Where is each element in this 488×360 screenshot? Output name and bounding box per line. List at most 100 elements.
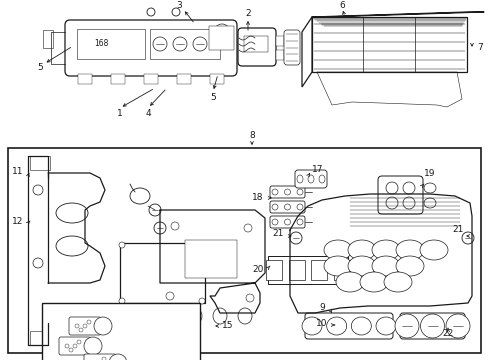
Ellipse shape [271, 189, 278, 195]
FancyBboxPatch shape [238, 28, 275, 66]
Ellipse shape [318, 175, 325, 183]
Ellipse shape [296, 189, 303, 195]
Text: 7: 7 [476, 42, 482, 51]
Text: 6: 6 [339, 0, 344, 9]
Ellipse shape [335, 272, 363, 292]
Ellipse shape [147, 8, 155, 16]
Text: 21: 21 [272, 229, 283, 238]
FancyBboxPatch shape [377, 176, 422, 214]
Ellipse shape [214, 24, 229, 40]
Text: 18: 18 [252, 194, 263, 202]
Ellipse shape [245, 294, 253, 302]
Ellipse shape [33, 185, 43, 195]
Ellipse shape [383, 272, 411, 292]
Ellipse shape [154, 222, 165, 234]
Ellipse shape [347, 240, 375, 260]
Ellipse shape [423, 198, 435, 208]
Bar [267, 256, 347, 284]
Text: 1: 1 [117, 108, 122, 117]
Text: 19: 19 [424, 170, 435, 179]
Ellipse shape [284, 189, 290, 195]
Ellipse shape [109, 354, 127, 360]
Ellipse shape [213, 308, 226, 324]
Text: 11: 11 [12, 167, 24, 176]
Ellipse shape [102, 357, 106, 360]
Ellipse shape [153, 37, 167, 51]
Ellipse shape [395, 256, 423, 276]
Bar [177, 74, 191, 84]
Text: 20: 20 [252, 266, 263, 274]
Bar [288, 260, 304, 280]
Bar [8, 148, 480, 353]
Ellipse shape [445, 314, 469, 338]
Ellipse shape [244, 224, 251, 232]
FancyBboxPatch shape [269, 186, 305, 198]
FancyBboxPatch shape [59, 337, 91, 355]
Ellipse shape [359, 272, 387, 292]
Ellipse shape [423, 183, 435, 193]
Bar [120, 243, 204, 303]
Text: 2: 2 [244, 9, 250, 18]
Text: 10: 10 [316, 319, 327, 328]
FancyBboxPatch shape [305, 313, 392, 339]
Ellipse shape [371, 240, 399, 260]
Ellipse shape [199, 298, 204, 304]
Ellipse shape [87, 320, 91, 324]
Bar [30, 156, 50, 170]
FancyBboxPatch shape [269, 216, 305, 228]
FancyBboxPatch shape [65, 20, 237, 76]
Ellipse shape [193, 37, 206, 51]
Ellipse shape [324, 256, 351, 276]
Ellipse shape [385, 197, 397, 209]
Bar [275, 36, 284, 46]
Bar [78, 74, 92, 84]
Ellipse shape [172, 8, 180, 16]
Bar [311, 260, 326, 280]
Ellipse shape [130, 188, 150, 204]
Bar [244, 36, 267, 52]
Ellipse shape [94, 317, 112, 335]
Bar [209, 74, 224, 84]
Text: 17: 17 [312, 166, 323, 175]
Ellipse shape [149, 204, 161, 216]
FancyBboxPatch shape [84, 354, 116, 360]
FancyBboxPatch shape [294, 170, 326, 188]
Text: 15: 15 [222, 321, 233, 330]
Text: 4: 4 [145, 108, 150, 117]
Bar [150, 29, 220, 59]
Bar [111, 74, 125, 84]
Bar [43, 30, 53, 48]
Ellipse shape [395, 240, 423, 260]
Text: 22: 22 [442, 328, 453, 338]
Ellipse shape [326, 317, 346, 335]
Ellipse shape [289, 232, 302, 244]
Ellipse shape [79, 328, 83, 332]
Text: 21: 21 [451, 225, 463, 234]
Ellipse shape [402, 182, 414, 194]
Bar [184, 240, 237, 278]
Text: 8: 8 [248, 131, 254, 140]
Bar [208, 26, 234, 50]
Ellipse shape [56, 203, 88, 223]
Ellipse shape [347, 256, 375, 276]
Bar [333, 260, 349, 280]
Ellipse shape [77, 340, 81, 344]
Bar [311, 17, 466, 72]
FancyBboxPatch shape [399, 313, 464, 339]
Ellipse shape [296, 219, 303, 225]
Ellipse shape [33, 258, 43, 268]
Polygon shape [302, 17, 311, 87]
Ellipse shape [199, 242, 204, 248]
Text: 9: 9 [319, 303, 324, 312]
Ellipse shape [324, 240, 351, 260]
Ellipse shape [420, 314, 444, 338]
Ellipse shape [419, 240, 447, 260]
Ellipse shape [284, 219, 290, 225]
Bar [275, 50, 284, 60]
Ellipse shape [307, 175, 313, 183]
Text: 3: 3 [176, 1, 182, 10]
Bar [143, 74, 158, 84]
Bar [42, 303, 200, 360]
Ellipse shape [69, 348, 73, 352]
Ellipse shape [375, 317, 395, 335]
